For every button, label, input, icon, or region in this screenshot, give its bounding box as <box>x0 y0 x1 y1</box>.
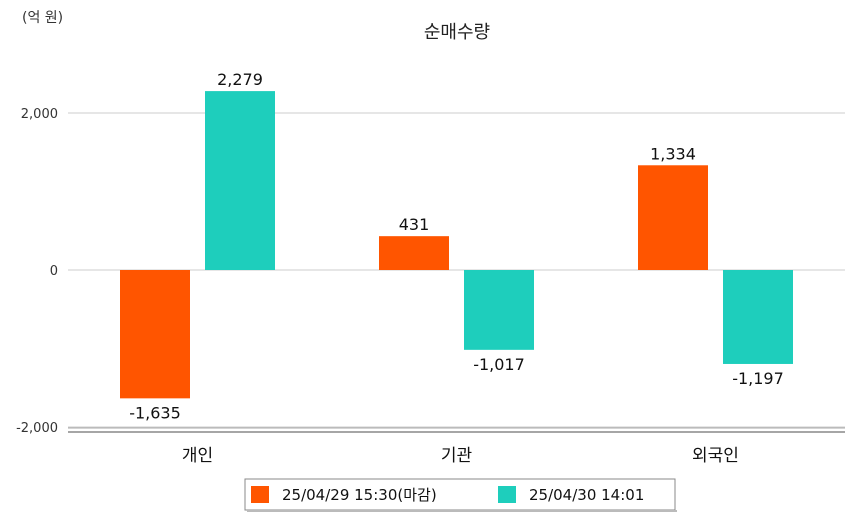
data-label: 2,279 <box>217 70 263 89</box>
y-tick-label: 0 <box>50 264 58 279</box>
bar <box>205 91 275 270</box>
legend-swatch <box>251 486 269 503</box>
bars <box>120 91 793 399</box>
bar <box>379 236 449 270</box>
data-label: -1,197 <box>732 369 784 388</box>
data-label: -1,635 <box>129 403 181 422</box>
category-label: 외국인 <box>692 446 739 466</box>
data-label: 1,334 <box>650 144 696 163</box>
bar <box>464 270 534 350</box>
legend-swatch <box>498 486 516 503</box>
legend-box <box>244 478 676 511</box>
y-tick-label: -2,000 <box>16 421 58 436</box>
data-label: -1,017 <box>473 355 525 374</box>
data-label: 431 <box>399 215 430 234</box>
bar <box>120 270 190 399</box>
bar <box>638 165 708 270</box>
grid-lines <box>68 112 845 433</box>
data-labels: -1,635 2,279 431 -1,017 1,334 -1,197 <box>129 70 784 422</box>
legend-shadow <box>247 510 677 512</box>
legend-label: 25/04/29 15:30(마감) <box>282 486 437 504</box>
y-tick-label: 2,000 <box>21 107 58 122</box>
legend-label: 25/04/30 14:01 <box>529 486 644 504</box>
bar <box>723 270 793 364</box>
unit-label: (억 원) <box>22 10 63 26</box>
x-axis-categories: 개인 기관 외국인 <box>182 446 739 466</box>
category-label: 기관 <box>441 446 472 466</box>
chart-title: 순매수량 <box>424 22 490 43</box>
y-axis-ticks: 2,000 0 -2,000 <box>16 107 58 436</box>
legend: 25/04/29 15:30(마감) 25/04/30 14:01 <box>244 478 677 512</box>
category-label: 개인 <box>182 446 213 466</box>
